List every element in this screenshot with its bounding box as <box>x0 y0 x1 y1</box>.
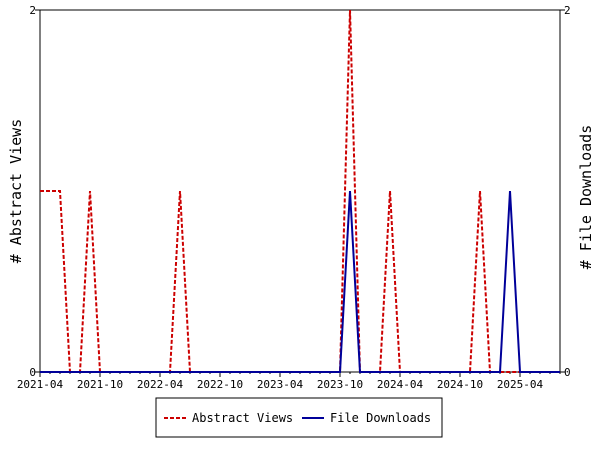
x-tick-label-5: 2023-10 <box>317 378 363 391</box>
plot-frame <box>39 9 561 373</box>
x-tick-label-7: 2024-10 <box>437 378 483 391</box>
series-line-file-downloads <box>40 190 560 373</box>
legend-label-abstract-views: Abstract Views <box>192 411 293 425</box>
x-axis: 2021-04 2021-10 2022-04 2022-10 2023-04 2023-… <box>17 372 561 391</box>
x-tick-label-3: 2022-10 <box>197 378 243 391</box>
x-tick-label-6: 2024-04 <box>377 378 424 391</box>
y-axis: 0 2 0 2 <box>29 4 570 379</box>
y-axis-right-title: # File Downloads <box>577 125 595 270</box>
y-axis-left-title: # Abstract Views <box>7 119 25 264</box>
legend-label-file-downloads: File Downloads <box>330 411 431 425</box>
x-tick-label-2: 2022-04 <box>137 378 184 391</box>
series-line-abstract-views <box>40 9 560 373</box>
legend: Abstract Views File Downloads <box>155 397 443 438</box>
x-tick-label-4: 2023-04 <box>257 378 304 391</box>
y-right-tick-label-0: 0 <box>564 366 571 379</box>
y-left-tick-label-1: 2 <box>29 4 36 17</box>
y-left-tick-label-0: 0 <box>29 366 36 379</box>
legend-box <box>155 397 443 438</box>
y-right-tick-label-1: 2 <box>564 4 571 17</box>
series-layer <box>40 9 560 373</box>
x-tick-label-0: 2021-04 <box>17 378 64 391</box>
x-tick-label-8: 2025-04 <box>497 378 544 391</box>
x-tick-label-1: 2021-10 <box>77 378 123 391</box>
